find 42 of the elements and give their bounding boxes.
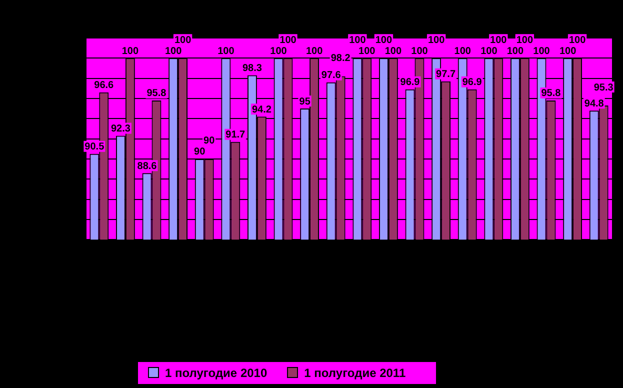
data-label: 100	[559, 46, 577, 57]
data-label: 100	[218, 46, 235, 57]
data-label: 100	[306, 46, 324, 57]
data-label: 100	[568, 34, 586, 46]
data-label: 100	[490, 34, 508, 46]
data-label: 91.7	[226, 130, 246, 141]
data-label: 95.8	[541, 88, 562, 100]
legend-label: 1 полугодие 2011	[304, 366, 406, 380]
data-label: 94.8	[584, 98, 604, 110]
data-label: 95.8	[146, 88, 167, 100]
data-label: 98.2	[330, 53, 351, 64]
data-label: 100	[533, 46, 550, 57]
data-label: 100	[480, 46, 498, 57]
legend-label: 1 полугодие 2010	[165, 366, 268, 380]
data-label: 88.6	[137, 160, 158, 172]
data-label: 96.6	[94, 80, 114, 92]
data-label: 100	[270, 46, 288, 57]
data-label: 100	[174, 34, 192, 46]
data-label: 100	[516, 34, 534, 46]
data-label: 90	[204, 136, 216, 147]
data-label: 95	[299, 96, 311, 108]
data-label: 95.3	[594, 82, 614, 94]
data-label: 100	[428, 34, 446, 46]
data-label: 94.2	[252, 104, 272, 116]
data-label: 100	[349, 34, 366, 46]
data-label: 90	[194, 146, 206, 158]
data-label: 100	[122, 46, 139, 57]
data-label: 97.6	[321, 70, 342, 82]
data-label: 100	[384, 46, 402, 57]
data-label: 100	[454, 46, 472, 57]
data-label: 100	[358, 46, 376, 57]
data-label: 100	[164, 46, 182, 57]
data-label: 90.5	[84, 142, 105, 153]
data-label: 98.3	[242, 63, 262, 74]
data-label: 100	[411, 46, 428, 57]
data-label: 100	[375, 34, 392, 46]
data-label: 96.9	[462, 77, 482, 88]
data-label: 96.9	[400, 77, 420, 88]
data-label: 92.3	[110, 124, 131, 135]
data-label: 100	[506, 46, 524, 57]
data-label: 100	[280, 34, 297, 46]
data-label: 97.7	[436, 69, 456, 80]
